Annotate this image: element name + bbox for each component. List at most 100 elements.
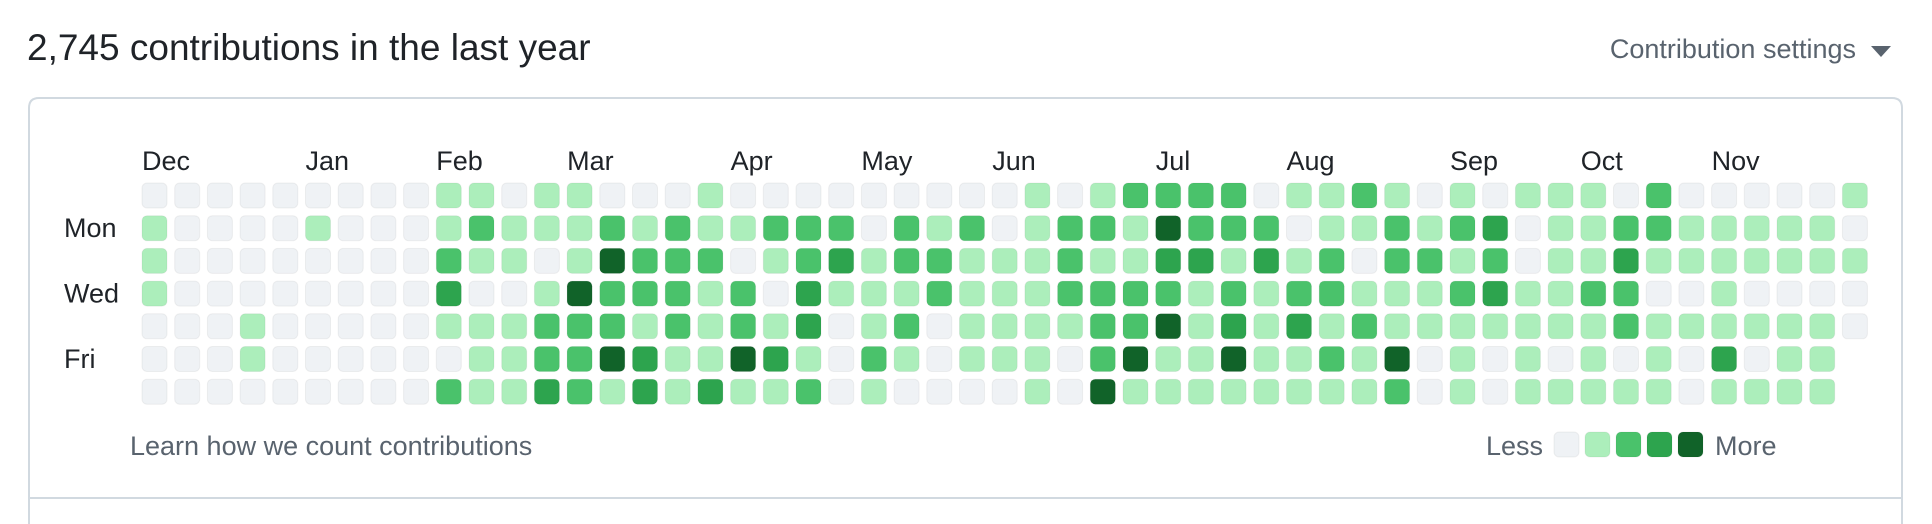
day-cell bbox=[533, 247, 560, 274]
day-cell bbox=[501, 215, 528, 242]
day-cell bbox=[1286, 378, 1312, 405]
day-cell bbox=[1580, 280, 1607, 307]
day-cell bbox=[1416, 280, 1443, 307]
day-cell bbox=[1449, 182, 1476, 209]
day-cell bbox=[1220, 247, 1247, 274]
day-cell bbox=[566, 346, 593, 372]
day-cell bbox=[1776, 215, 1803, 242]
day-cell bbox=[501, 378, 528, 405]
day-cell bbox=[860, 182, 887, 209]
day-cell bbox=[1743, 280, 1770, 307]
day-cell bbox=[1384, 346, 1411, 372]
day-cell bbox=[1547, 215, 1574, 242]
day-cell bbox=[664, 247, 691, 274]
day-cell bbox=[1351, 346, 1378, 372]
learn-link[interactable]: Learn how we count contributions bbox=[130, 431, 532, 461]
day-cell bbox=[1547, 378, 1574, 405]
day-cell bbox=[1449, 280, 1476, 307]
day-cell bbox=[762, 182, 789, 209]
day-cell bbox=[1711, 280, 1738, 307]
month-label: Aug bbox=[1287, 146, 1335, 176]
day-cell bbox=[533, 346, 560, 372]
day-cell bbox=[1057, 346, 1084, 372]
day-cell bbox=[1776, 313, 1803, 340]
day-cell bbox=[1318, 378, 1345, 405]
month-label: Oct bbox=[1581, 146, 1624, 176]
title: 2,745 contributions in the last year bbox=[27, 27, 591, 68]
legend-swatch bbox=[1553, 431, 1580, 458]
day-cell bbox=[1416, 247, 1443, 274]
day-cell bbox=[1613, 215, 1639, 242]
day-cell bbox=[435, 280, 462, 307]
day-cell bbox=[828, 247, 855, 274]
day-cell bbox=[468, 313, 495, 340]
day-cell bbox=[1711, 313, 1738, 340]
day-cell bbox=[403, 182, 430, 209]
day-cell bbox=[501, 313, 528, 340]
day-cell bbox=[1809, 182, 1836, 209]
day-cell bbox=[1613, 247, 1639, 274]
day-cell bbox=[468, 215, 495, 242]
day-cell bbox=[1547, 280, 1574, 307]
day-cell bbox=[860, 280, 887, 307]
day-cell bbox=[664, 378, 691, 405]
day-cell bbox=[762, 313, 789, 340]
day-cell bbox=[1318, 247, 1345, 274]
day-cell bbox=[1089, 313, 1116, 340]
day-cell bbox=[1318, 182, 1345, 209]
month-label: Dec bbox=[142, 146, 190, 176]
month-label: Apr bbox=[731, 146, 773, 176]
day-cell bbox=[860, 346, 887, 372]
month-label: Nov bbox=[1712, 146, 1761, 176]
day-cell bbox=[1580, 215, 1607, 242]
day-cell bbox=[1776, 378, 1803, 405]
day-cell bbox=[566, 280, 593, 307]
day-cell bbox=[435, 313, 462, 340]
day-cell bbox=[1220, 378, 1247, 405]
day-cell bbox=[893, 378, 920, 405]
day-cell bbox=[239, 280, 266, 307]
day-cell bbox=[991, 247, 1018, 274]
legend-swatch bbox=[1615, 431, 1642, 458]
day-cell bbox=[1645, 346, 1672, 372]
day-cell bbox=[1547, 247, 1574, 274]
day-cell bbox=[337, 280, 364, 307]
day-cell bbox=[239, 182, 266, 209]
legend-swatch bbox=[1584, 431, 1611, 458]
day-cell bbox=[1514, 182, 1541, 209]
day-cell bbox=[1711, 378, 1738, 405]
day-cell bbox=[959, 313, 985, 340]
day-label: Mon bbox=[64, 213, 117, 243]
day-cell bbox=[206, 280, 233, 307]
day-cell bbox=[1155, 215, 1182, 242]
day-cell bbox=[1351, 378, 1378, 405]
day-cell bbox=[1286, 247, 1312, 274]
day-cell bbox=[1580, 346, 1607, 372]
day-cell bbox=[1743, 313, 1770, 340]
day-cell bbox=[1841, 313, 1868, 340]
day-cell bbox=[828, 378, 855, 405]
day-cell bbox=[1809, 346, 1836, 372]
day-cell bbox=[1122, 247, 1149, 274]
day-cell bbox=[141, 182, 168, 209]
day-cell bbox=[762, 280, 789, 307]
day-cell bbox=[206, 215, 233, 242]
day-cell bbox=[1743, 182, 1770, 209]
day-cell bbox=[1384, 247, 1411, 274]
day-cell bbox=[1187, 346, 1214, 372]
day-cell bbox=[991, 346, 1018, 372]
day-cell bbox=[991, 313, 1018, 340]
month-label: May bbox=[861, 146, 913, 176]
day-cell bbox=[893, 280, 920, 307]
day-cell bbox=[1024, 215, 1051, 242]
day-cell bbox=[1449, 378, 1476, 405]
day-cell bbox=[305, 280, 331, 307]
day-cell bbox=[1089, 215, 1116, 242]
day-cell bbox=[1547, 313, 1574, 340]
dropdown-caret[interactable] bbox=[1871, 46, 1891, 57]
day-cell bbox=[337, 346, 364, 372]
day-cell bbox=[1122, 280, 1149, 307]
settings-button[interactable]: Contribution settings bbox=[1610, 34, 1856, 64]
day-cell bbox=[860, 378, 887, 405]
day-cell bbox=[1122, 182, 1149, 209]
